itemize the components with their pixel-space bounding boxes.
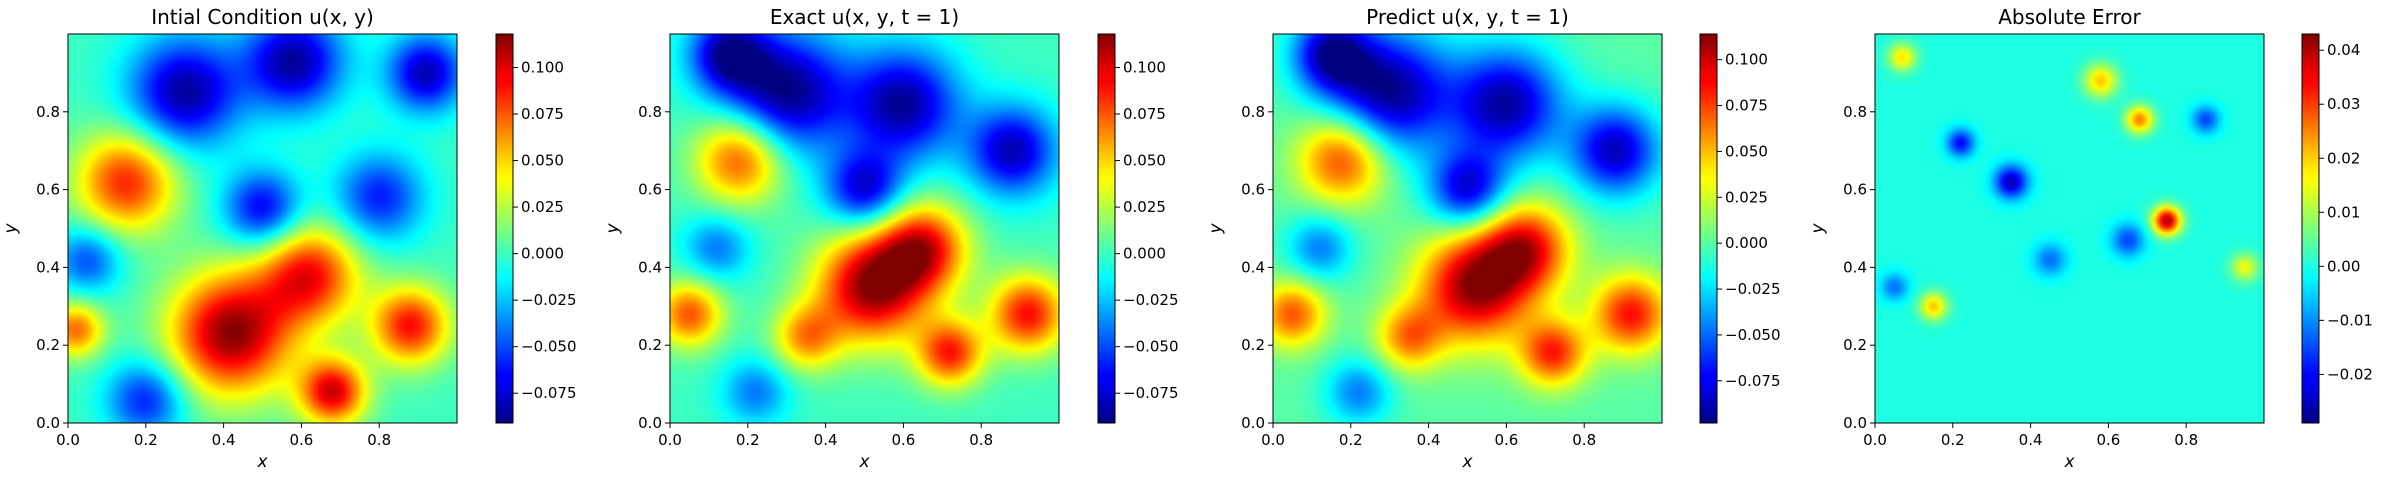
x-tick-label: 0.2 [736,431,760,449]
y-tick-label: 0.8 [638,103,662,121]
y-tick-label: 0.0 [1241,414,1265,432]
x-tick-label: 0.2 [134,431,158,449]
y-tick-label: 0.4 [638,258,662,276]
x-tick-label: 0.8 [367,431,391,449]
chart-title: Exact u(x, y, t = 1) [770,5,959,29]
y-tick-label: 0.0 [36,414,60,432]
y-axis-label: y [1,223,21,235]
x-tick-label: 0.4 [1417,431,1441,449]
plot-frame [67,33,458,424]
y-tick-label: 0.6 [36,181,60,199]
colorbar-tick-label: 0.050 [1123,152,1166,170]
colorbar-tick-label: −0.025 [521,291,577,309]
y-tick-label: 0.4 [1241,258,1265,276]
y-tick-label: 0.2 [638,336,662,354]
chart-title: Intial Condition u(x, y) [151,5,374,29]
colorbar-tick-label: 0.025 [1123,198,1166,216]
y-tick-label: 0.4 [1843,258,1867,276]
colorbar-tick-label: −0.075 [1123,384,1179,402]
colorbar-tick-label: 0.075 [1123,105,1166,123]
y-axis-label: y [603,223,623,235]
colorbar [1097,33,1116,424]
y-tick-label: 0.2 [1241,336,1265,354]
colorbar-tick-label: −0.075 [521,384,577,402]
colorbar [1699,33,1718,424]
colorbar-tick-label: −0.050 [1725,326,1781,344]
colorbar-tick-label: 0.100 [1725,51,1768,69]
x-tick-label: 0.8 [2174,431,2198,449]
x-tick-label: 0.6 [1494,431,1518,449]
x-axis-label: x [256,452,268,472]
chart-title: Predict u(x, y, t = 1) [1366,5,1569,29]
plot-frame [1874,33,2265,424]
y-axis-label: y [1206,223,1226,235]
x-axis-label: x [2063,452,2075,472]
colorbar-tick-label: −0.025 [1725,280,1781,298]
colorbar-tick-label: 0.01 [2327,203,2360,221]
x-tick-label: 0.6 [891,431,915,449]
colorbar-tick-label: 0.000 [1725,234,1768,252]
x-tick-label: 0.0 [1863,431,1887,449]
plot-frame [669,33,1060,424]
y-tick-label: 0.0 [1843,414,1867,432]
colorbar-tick-label: −0.02 [2327,365,2373,383]
colorbar-tick-label: 0.025 [1725,188,1768,206]
y-tick-label: 0.6 [638,181,662,199]
colorbar-tick-label: 0.00 [2327,257,2360,275]
colorbar-tick-label: −0.075 [1725,372,1781,390]
colorbar-tick-label: 0.100 [521,59,564,77]
heatmap-image [68,34,457,423]
colorbar [495,33,514,424]
colorbar-tick-label: −0.050 [1123,338,1179,356]
y-axis-label: y [1808,223,1828,235]
x-tick-label: 0.0 [658,431,682,449]
y-tick-label: 0.6 [1241,181,1265,199]
colorbar-tick-label: 0.02 [2327,149,2360,167]
x-axis-label: x [858,452,870,472]
colorbar-tick-label: 0.100 [1123,59,1166,77]
colorbar-tick-label: 0.04 [2327,41,2360,59]
colorbar-tick-label: 0.03 [2327,95,2360,113]
chart-title: Absolute Error [1998,5,2141,29]
heatmap-image [1273,34,1662,423]
colorbar-tick-label: 0.025 [521,198,564,216]
colorbar-tick-label: 0.075 [521,105,564,123]
x-tick-label: 0.4 [2019,431,2043,449]
x-tick-label: 0.0 [1261,431,1285,449]
x-axis-label: x [1461,452,1473,472]
y-tick-label: 0.6 [1843,181,1867,199]
y-tick-label: 0.8 [1241,103,1265,121]
x-tick-label: 0.4 [814,431,838,449]
colorbar-tick-label: −0.025 [1123,291,1179,309]
y-tick-label: 0.8 [1843,103,1867,121]
colorbar-tick-label: 0.050 [1725,142,1768,160]
heatmap-image [1875,34,2264,423]
x-tick-label: 0.8 [969,431,993,449]
x-tick-label: 0.2 [1339,431,1363,449]
x-tick-label: 0.6 [2096,431,2120,449]
y-tick-label: 0.2 [36,336,60,354]
colorbar-tick-label: 0.000 [521,245,564,263]
x-tick-label: 0.0 [56,431,80,449]
colorbar-tick-label: −0.01 [2327,311,2373,329]
colorbar [2301,33,2320,424]
x-tick-label: 0.4 [212,431,236,449]
y-tick-label: 0.4 [36,258,60,276]
x-tick-label: 0.8 [1572,431,1596,449]
colorbar-tick-label: 0.050 [521,152,564,170]
y-tick-label: 0.0 [638,414,662,432]
plot-frame [1272,33,1663,424]
colorbar-tick-label: −0.050 [521,338,577,356]
x-tick-label: 0.6 [289,431,313,449]
heatmap-image [670,34,1059,423]
colorbar-tick-label: 0.000 [1123,245,1166,263]
colorbar-tick-label: 0.075 [1725,97,1768,115]
y-tick-label: 0.2 [1843,336,1867,354]
y-tick-label: 0.8 [36,103,60,121]
x-tick-label: 0.2 [1941,431,1965,449]
